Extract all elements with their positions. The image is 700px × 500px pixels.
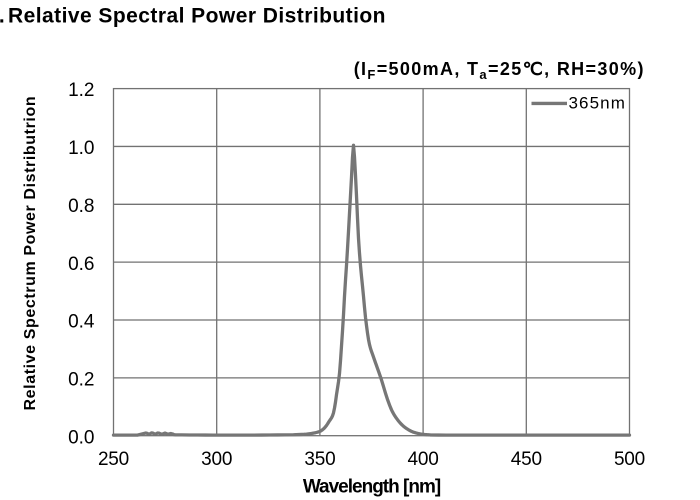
svg-text:Relative Spectrum Power Distri: Relative Spectrum Power Distributrion — [22, 96, 39, 411]
svg-text:0.2: 0.2 — [68, 369, 94, 390]
svg-text:250: 250 — [98, 449, 129, 470]
svg-text:.: . — [0, 5, 5, 28]
svg-text:0.4: 0.4 — [68, 312, 95, 333]
svg-text:1.2: 1.2 — [68, 80, 94, 101]
svg-text:300: 300 — [201, 449, 232, 470]
svg-text:0.0: 0.0 — [68, 427, 94, 448]
svg-text:450: 450 — [511, 449, 542, 470]
svg-text:Relative Spectral Power Distri: Relative Spectral Power Distribution — [8, 5, 386, 28]
svg-text:0.6: 0.6 — [68, 254, 94, 275]
svg-text:Wavelength [nm]: Wavelength [nm] — [303, 476, 441, 497]
svg-text:0.8: 0.8 — [68, 196, 94, 217]
svg-text:350: 350 — [304, 449, 335, 470]
svg-text:400: 400 — [408, 449, 439, 470]
svg-text:365nm: 365nm — [569, 93, 626, 112]
svg-text:(IF=500mA, Ta=25℃, RH=30%): (IF=500mA, Ta=25℃, RH=30%) — [354, 59, 645, 82]
svg-text:1.0: 1.0 — [68, 138, 94, 159]
svg-text:500: 500 — [614, 449, 645, 470]
